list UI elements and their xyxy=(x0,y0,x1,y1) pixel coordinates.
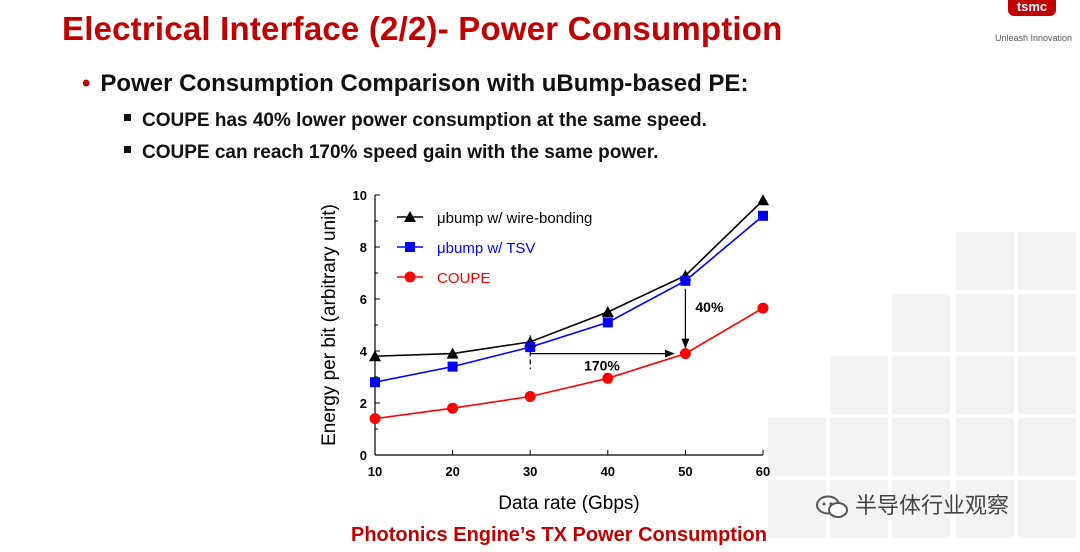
annotation-label-40: 40% xyxy=(695,299,724,315)
y-tick-label: 4 xyxy=(360,344,368,359)
main-bullet-text: Power Consumption Comparison with uBump-… xyxy=(100,70,749,97)
logo-mark: tsmc xyxy=(1008,0,1056,16)
energy-chart: 0 2 4 6 8 10 10 20 30 40 50 60 Data rate (Gbps) Energ… xyxy=(319,188,770,514)
data-point-triangle xyxy=(601,306,614,317)
legend-marker-triangle xyxy=(404,211,416,222)
y-axis-label: Energy per bit (arbitrary unit) xyxy=(319,204,340,446)
x-tick-label: 20 xyxy=(445,464,459,479)
legend-marker-square xyxy=(405,242,415,252)
wechat-icon xyxy=(816,495,848,519)
background-pattern xyxy=(720,222,1080,552)
data-point-circle xyxy=(602,372,614,384)
x-tick-label: 50 xyxy=(678,464,692,479)
slide-title: Electrical Interface (2/2)- Power Consum… xyxy=(62,10,783,47)
watermark-text: 半导体行业观察 xyxy=(855,493,1010,518)
x-tick-label: 30 xyxy=(523,464,537,479)
data-point-triangle xyxy=(369,350,381,362)
y-tick-label: 2 xyxy=(360,396,367,411)
sub-bullet-1-text: COUPE has 40% lower power consumption at… xyxy=(142,110,707,131)
watermark: 半导体行业观察 xyxy=(815,488,1009,520)
bullet-dot-icon: • xyxy=(82,70,91,97)
sub-bullet-2-text: COUPE can reach 170% speed gain with the… xyxy=(142,142,659,163)
sub-bullet-2: COUPE can reach 170% speed gain with the… xyxy=(124,142,658,164)
data-point-square xyxy=(447,361,458,372)
square-bullet-icon xyxy=(124,114,131,122)
legend-label: μbump w/ wire-bonding xyxy=(437,210,592,227)
tsmc-logo: tsmc Unleash Innovation xyxy=(994,0,1074,46)
data-point-circle xyxy=(679,348,691,360)
x-axis-label: Data rate (Gbps) xyxy=(498,493,640,514)
series-line-circle xyxy=(374,307,764,420)
chart-caption: Photonics Engine’s TX Power Consumption xyxy=(351,524,767,546)
data-point-square xyxy=(370,377,380,388)
data-point-circle xyxy=(369,413,381,425)
annotation-label-170: 170% xyxy=(584,358,620,374)
x-tick-label: 40 xyxy=(601,464,615,479)
main-bullet: • Power Consumption Comparison with uBump… xyxy=(82,70,748,98)
series-line-square xyxy=(374,215,764,383)
legend-marker-circle xyxy=(404,271,416,283)
y-tick-label: 0 xyxy=(360,448,367,463)
legend-label: μbump w/ TSV xyxy=(437,240,535,257)
square-bullet-icon xyxy=(124,146,131,154)
data-point-circle xyxy=(757,302,769,314)
y-tick-label: 10 xyxy=(353,188,367,203)
series-line-triangle xyxy=(374,199,764,357)
data-point-triangle xyxy=(446,347,459,359)
data-point-triangle xyxy=(757,194,769,206)
sub-bullet-1: COUPE has 40% lower power consumption at… xyxy=(124,110,707,132)
legend-label: COUPE xyxy=(437,270,490,287)
logo-tagline: Unleash Innovation xyxy=(994,33,1072,43)
data-point-circle xyxy=(447,402,459,414)
data-point-square xyxy=(758,210,768,221)
x-tick-label: 10 xyxy=(368,464,382,479)
data-point-square xyxy=(602,317,613,328)
y-tick-label: 6 xyxy=(360,292,367,307)
data-point-circle xyxy=(524,391,536,402)
data-point-square xyxy=(680,275,691,286)
y-tick-label: 8 xyxy=(360,240,367,255)
x-tick-label: 60 xyxy=(756,464,770,479)
